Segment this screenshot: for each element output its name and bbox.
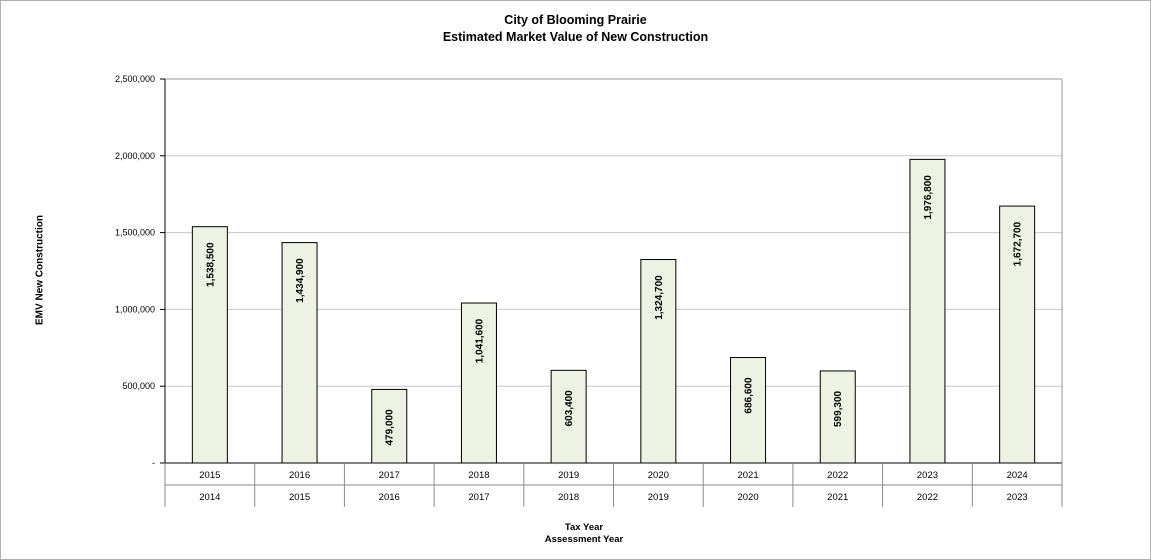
bar-value-label: 479,000: [385, 409, 396, 446]
x-tick-label-assessment-year: 2023: [1007, 492, 1028, 503]
bar: [819, 370, 856, 464]
x-tick-label-tax-year: 2020: [648, 470, 669, 481]
y-tick-label: 1,500,000: [115, 228, 155, 238]
x-axis-label-block: Tax Year Assessment Year: [0, 522, 1151, 546]
bar: [999, 205, 1036, 464]
bar-value-label: 599,300: [833, 390, 844, 427]
y-tick-label: 500,000: [122, 381, 155, 391]
x-tick-label-assessment-year: 2020: [737, 492, 758, 503]
bar-value-label: 1,976,800: [923, 175, 934, 220]
x-tick-label-tax-year: 2016: [289, 470, 310, 481]
y-tick-label: 2,500,000: [115, 74, 155, 84]
x-tick-label-tax-year: 2023: [917, 470, 938, 481]
bar-value-label: 686,600: [744, 377, 755, 414]
x-tick-label-tax-year: 2021: [737, 470, 758, 481]
x-tick-label-assessment-year: 2017: [468, 492, 489, 503]
y-tick-label: -: [152, 458, 155, 468]
x-tick-label-tax-year: 2019: [558, 470, 579, 481]
x-tick-label-tax-year: 2024: [1007, 470, 1028, 481]
x-tick-label-tax-year: 2018: [468, 470, 489, 481]
x-tick-label-assessment-year: 2021: [827, 492, 848, 503]
x-tick-label-tax-year: 2022: [827, 470, 848, 481]
bar: [730, 357, 767, 464]
chart-title-block: City of Blooming Prairie Estimated Marke…: [0, 12, 1151, 46]
x-axis-label: Tax Year: [564, 522, 604, 533]
x-tick-label-assessment-year: 2014: [199, 492, 220, 503]
bar: [191, 226, 228, 464]
x-tick-label-tax-year: 2015: [199, 470, 220, 481]
x-tick-label-assessment-year: 2022: [917, 492, 938, 503]
x-tick-label-tax-year: 2017: [379, 470, 400, 481]
bar: [281, 242, 318, 464]
bar-value-label: 1,672,700: [1013, 221, 1024, 266]
y-tick-label: 2,000,000: [115, 151, 155, 161]
y-tick-label: 1,000,000: [115, 304, 155, 314]
bar: [371, 388, 408, 464]
x-axis-label-secondary: Assessment Year: [544, 534, 624, 545]
x-tick-label-assessment-year: 2018: [558, 492, 579, 503]
bar-value-label: 603,400: [564, 390, 575, 427]
chart-subtitle: Estimated Market Value of New Constructi…: [442, 30, 709, 44]
bar: [909, 158, 946, 464]
chart-title: City of Blooming Prairie: [504, 13, 647, 27]
bar-value-label: 1,041,600: [474, 318, 485, 363]
bar-value-label: 1,434,900: [295, 258, 306, 303]
bar-value-label: 1,324,700: [654, 275, 665, 320]
x-tick-label-assessment-year: 2019: [648, 492, 669, 503]
bar-value-label: 1,538,500: [205, 242, 216, 287]
x-tick-label-assessment-year: 2015: [289, 492, 310, 503]
x-tick-label-assessment-year: 2016: [379, 492, 400, 503]
